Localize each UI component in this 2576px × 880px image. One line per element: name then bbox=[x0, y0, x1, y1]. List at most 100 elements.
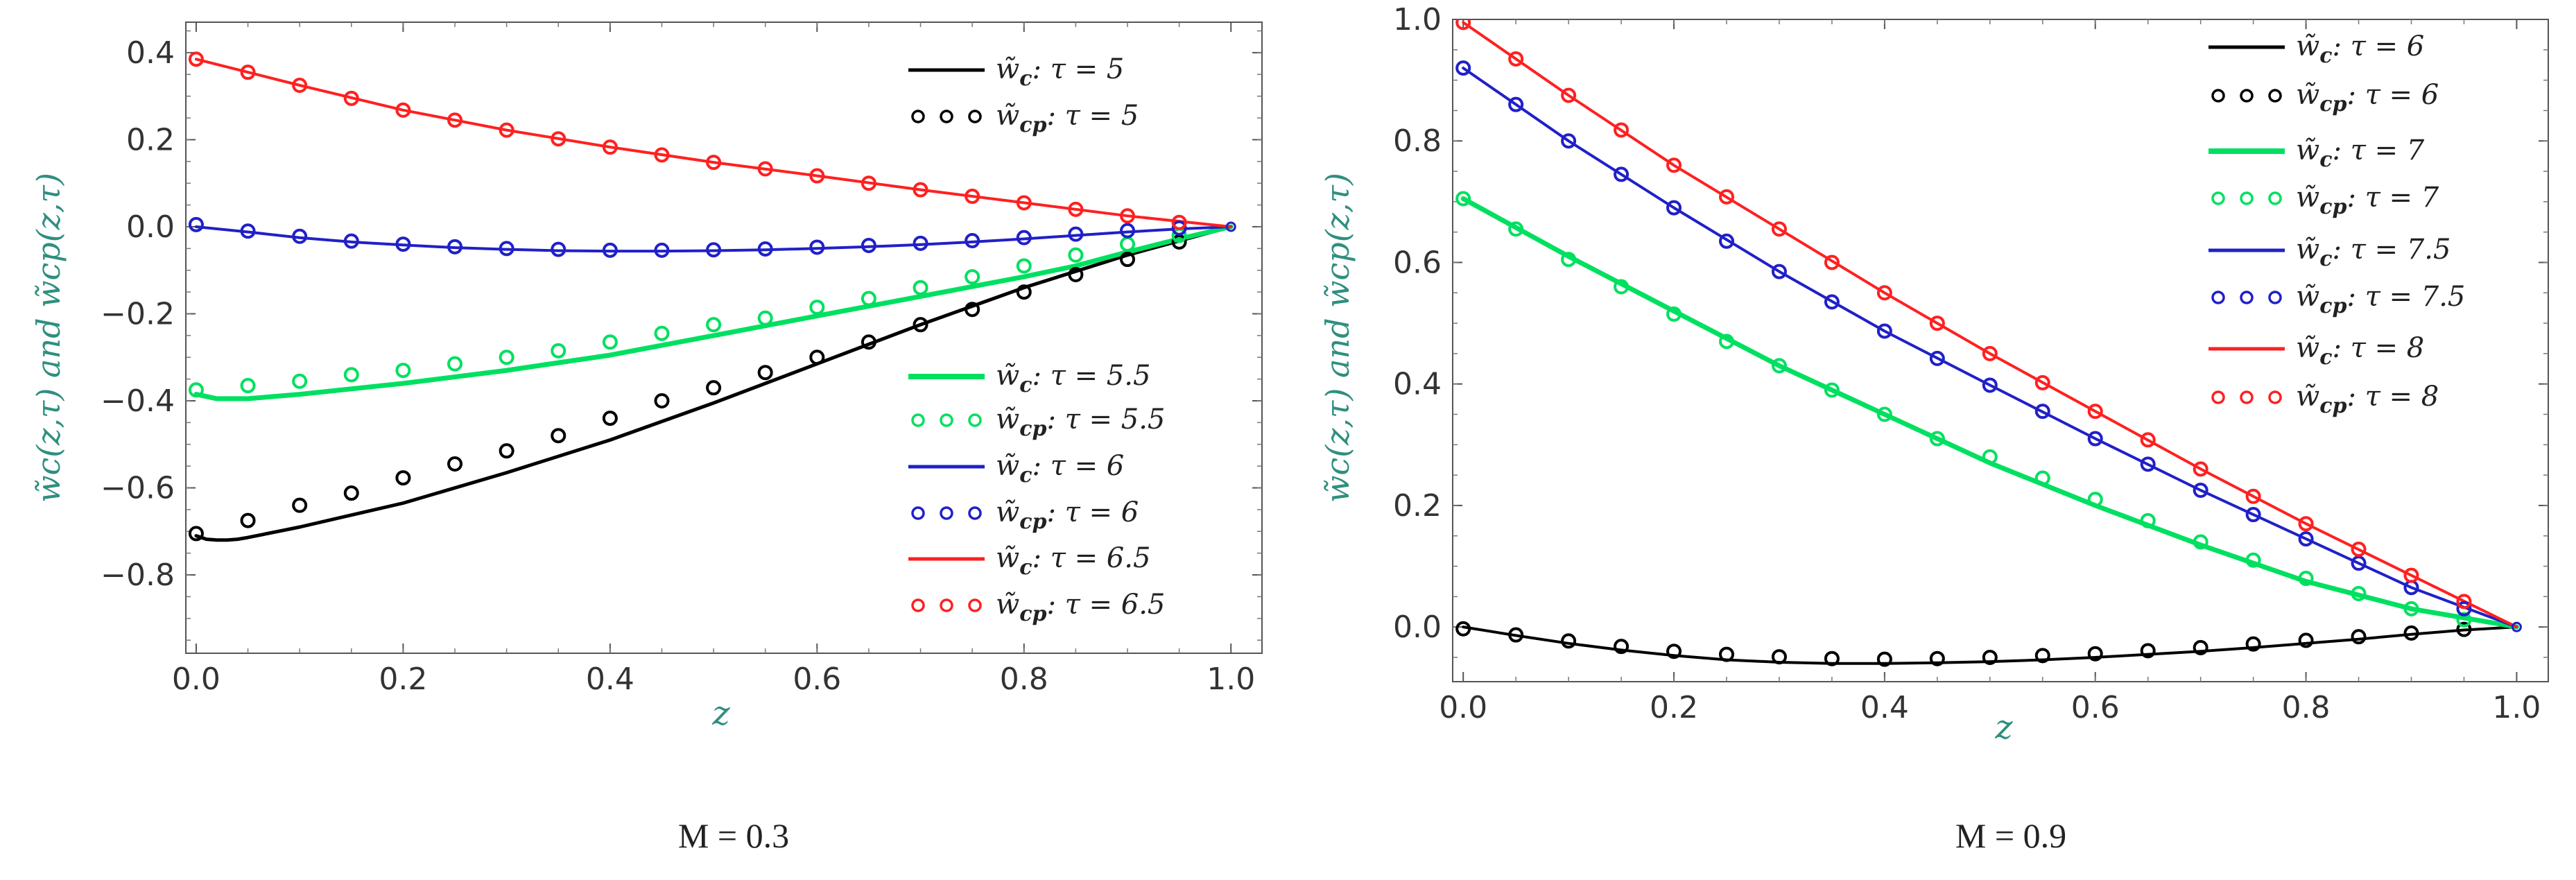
series-marker-1 bbox=[2298, 632, 2314, 648]
series-marker-2 bbox=[447, 356, 463, 372]
y-tick-label: 0.6 bbox=[1393, 245, 1442, 280]
series-marker-2 bbox=[2456, 612, 2472, 628]
legend-label: w̃c: τ = 5 bbox=[996, 53, 1124, 91]
legend-subscript: cp bbox=[1019, 417, 1046, 441]
series-marker-2 bbox=[654, 325, 670, 341]
series-line-3 bbox=[194, 225, 1233, 253]
series-marker-4 bbox=[343, 90, 359, 106]
series-marker-4 bbox=[240, 64, 256, 80]
series-marker-4 bbox=[965, 189, 980, 205]
legend-item: w̃cp: τ = 6 bbox=[911, 497, 1139, 534]
legend-marker-swatch bbox=[911, 110, 925, 123]
endpoint-marker bbox=[2511, 621, 2522, 632]
legend-item: w̃cp: τ = 5 bbox=[911, 100, 1139, 137]
series-marker-4 bbox=[1171, 214, 1187, 230]
series-marker-4 bbox=[1455, 19, 1471, 31]
series-marker-3 bbox=[1171, 220, 1187, 236]
legend-label: w̃c: τ = 8 bbox=[2296, 332, 2424, 370]
legend-tau: : τ = 5 bbox=[1047, 100, 1139, 132]
legend-marker-swatch bbox=[2240, 291, 2254, 304]
legend-item: w̃cp: τ = 7.5 bbox=[2211, 281, 2465, 318]
series-marker-2 bbox=[2140, 512, 2156, 528]
series-marker-2 bbox=[1120, 236, 1135, 252]
series-marker-1 bbox=[1666, 644, 1682, 659]
series-marker-3 bbox=[654, 242, 670, 258]
series-marker-3 bbox=[2087, 431, 2103, 447]
chart-panel-1: 0.0 0.2 0.4 0.6 0.8 1.0 0.4 0.2 0.0 −0.2 −0.4 −0.6 −… bbox=[30, 21, 1263, 855]
series-marker-2 bbox=[2298, 571, 2314, 587]
legend-marker-swatch bbox=[2211, 291, 2225, 304]
series-marker-1 bbox=[809, 350, 825, 365]
legend-tau: : τ = 6 bbox=[2333, 31, 2425, 62]
x-tick-label: 1.0 bbox=[2492, 690, 2541, 725]
legend-tau: : τ = 5.5 bbox=[1032, 360, 1151, 392]
series-marker-1 bbox=[395, 470, 411, 486]
chart-panel-2: 0.0 0.2 0.4 0.6 0.8 1.01.00.80.60.40.20.0w̃c:… bbox=[1319, 2, 2549, 855]
series-marker-3 bbox=[2456, 601, 2472, 616]
legend-marker-swatch bbox=[940, 110, 953, 123]
legend-item: w̃c: τ = 6 bbox=[908, 450, 1124, 488]
series-marker-2 bbox=[2245, 552, 2261, 568]
series-marker-1 bbox=[913, 317, 928, 333]
series-marker-3 bbox=[861, 237, 876, 253]
y-tick-label: 0.4 bbox=[126, 35, 175, 71]
legend-item: w̃c: τ = 7 bbox=[2208, 135, 2425, 172]
y-tick-label: −0.6 bbox=[101, 471, 175, 506]
series-marker-4 bbox=[1666, 157, 1682, 173]
series-line-2 bbox=[193, 224, 1234, 402]
y-tick-label: −0.4 bbox=[101, 383, 175, 419]
legend-label: w̃c: τ = 6.5 bbox=[996, 542, 1150, 580]
series-marker-4 bbox=[1824, 254, 1840, 270]
legend-label: w̃cp: τ = 6.5 bbox=[996, 589, 1165, 626]
x-tick-label: 0.4 bbox=[1860, 690, 1909, 725]
y-tick-label: 0.0 bbox=[1393, 610, 1442, 645]
series-marker-2 bbox=[343, 367, 359, 383]
series-marker-1 bbox=[1561, 633, 1577, 649]
legend-symbol: w̃ bbox=[2296, 182, 2319, 214]
series-marker-2 bbox=[188, 382, 204, 398]
legend-symbol: w̃ bbox=[996, 100, 1019, 132]
series-marker-2 bbox=[395, 363, 411, 379]
series-marker-1 bbox=[1824, 650, 1840, 666]
legend-subscript: cp bbox=[1019, 510, 1046, 534]
series-line-4 bbox=[1462, 21, 2518, 629]
series-marker-1 bbox=[706, 380, 722, 396]
legend-label: w̃cp: τ = 5.5 bbox=[996, 404, 1165, 441]
legend-item: w̃c: τ = 7.5 bbox=[2208, 234, 2450, 271]
legend-label: w̃cp: τ = 6 bbox=[996, 497, 1139, 534]
series-marker-1 bbox=[551, 428, 567, 444]
series-marker-4 bbox=[2034, 374, 2050, 390]
series-marker-3 bbox=[551, 241, 567, 257]
series-marker-3 bbox=[395, 236, 411, 252]
series-marker-4 bbox=[1876, 285, 1892, 301]
series-marker-4 bbox=[809, 168, 825, 184]
series-marker-4 bbox=[1508, 51, 1524, 67]
series-marker-4 bbox=[292, 78, 308, 93]
series-marker-3 bbox=[1876, 323, 1892, 339]
series-marker-4 bbox=[1982, 345, 1998, 361]
legend-item: w̃cp: τ = 6 bbox=[2211, 79, 2439, 117]
series-marker-3 bbox=[1982, 377, 1998, 393]
legend-symbol: w̃ bbox=[996, 589, 1019, 621]
series-marker-4 bbox=[2456, 594, 2472, 610]
x-tick-label: 0.2 bbox=[1650, 690, 1698, 725]
legend-tau: : τ = 6 bbox=[1032, 450, 1125, 482]
series-line-1 bbox=[194, 225, 1233, 542]
series-marker-1 bbox=[1120, 252, 1135, 268]
series-marker-2 bbox=[2034, 470, 2050, 486]
series-marker-3 bbox=[1508, 96, 1524, 112]
series-marker-3 bbox=[1929, 350, 1945, 366]
series-marker-2 bbox=[1982, 449, 1998, 465]
legend-tau: : τ = 8 bbox=[2347, 381, 2439, 413]
legend-symbol: w̃ bbox=[996, 404, 1019, 435]
legend-tau: : τ = 7.5 bbox=[2333, 234, 2451, 266]
legend-marker-swatch bbox=[2240, 390, 2254, 404]
y-tick-label: 0.2 bbox=[126, 122, 175, 157]
series-marker-1 bbox=[2245, 636, 2261, 652]
legend-tau: : τ = 6 bbox=[1047, 497, 1139, 528]
x-tick-label: 0.6 bbox=[793, 662, 841, 697]
series-marker-1 bbox=[1171, 234, 1187, 250]
legend-marker-swatch bbox=[2240, 191, 2254, 205]
series-marker-2 bbox=[757, 310, 773, 326]
legend-item: w̃cp: τ = 5.5 bbox=[911, 404, 1165, 441]
